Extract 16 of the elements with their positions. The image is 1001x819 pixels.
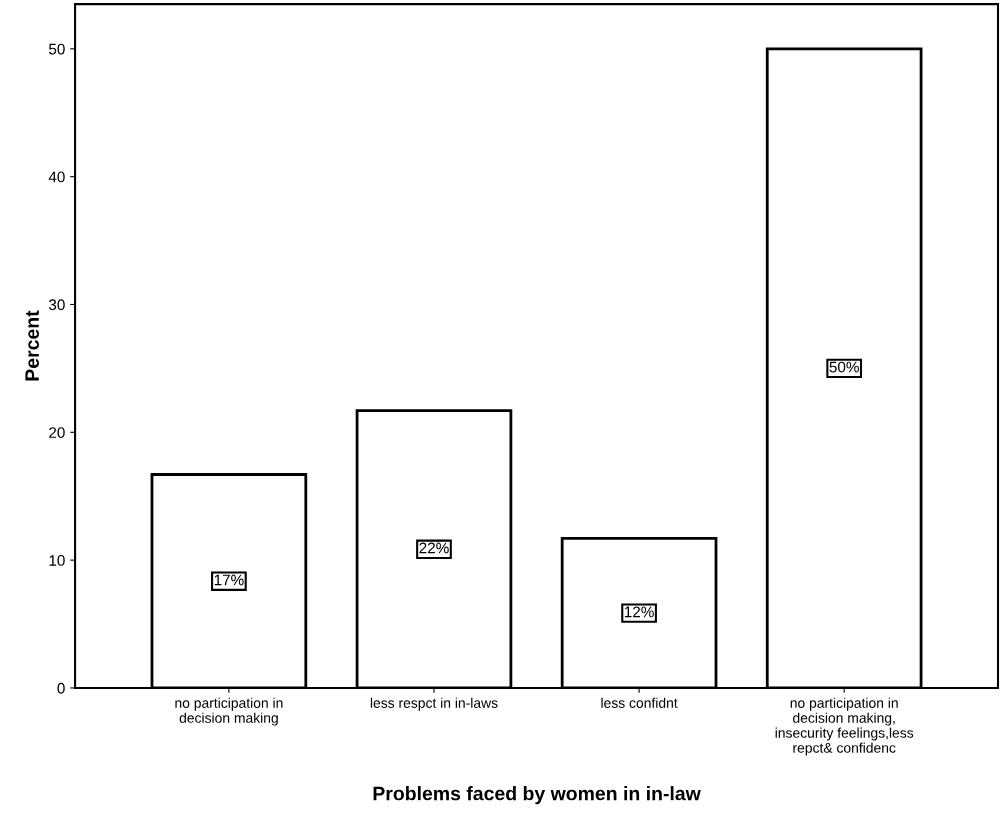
data-label: 50% [829, 361, 859, 373]
y-tick-label: 30 [48, 299, 65, 311]
y-tick-label: 0 [57, 682, 65, 694]
data-label: 22% [419, 542, 449, 554]
y-tick-label: 20 [49, 427, 65, 438]
x-tick-label: no participation in decision making [175, 697, 283, 726]
x-axis-title: Problems faced by women in in-law [373, 786, 701, 805]
x-tick-label: no participation in decision making, insecurity feelings,less repct& confidenc [775, 697, 914, 756]
y-tick-label: 10 [49, 555, 65, 566]
y-axis-title: Percent [25, 310, 39, 381]
x-tick-label: less respct in in-laws [370, 697, 498, 711]
x-tick-label: less confidnt [601, 697, 678, 708]
data-label: 12% [624, 606, 654, 618]
y-tick-label: 50 [48, 43, 65, 55]
data-label: 17% [214, 574, 244, 586]
y-tick-label: 40 [48, 171, 65, 183]
